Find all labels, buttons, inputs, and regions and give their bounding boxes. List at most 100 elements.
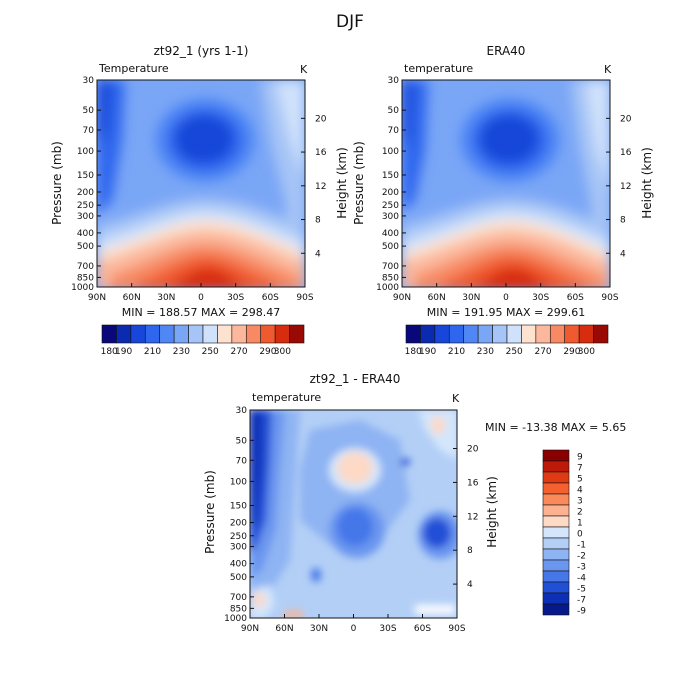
x-tick-label: 90N: [88, 293, 106, 303]
y-tick-label: 850: [230, 604, 247, 614]
y-tick-label: 100: [77, 147, 94, 157]
x-tick-label: 30N: [462, 293, 480, 303]
colorbar-label: 210: [144, 347, 161, 357]
colorbar-swatch: [116, 324, 132, 344]
y-tick-label: 200: [382, 188, 399, 198]
panel-difference-temperature: zt92_1 - ERA40 temperature K: [203, 372, 626, 634]
y-tick-label: 30: [236, 406, 248, 416]
y2-tick-label: 4: [467, 580, 473, 590]
y-tick-label: 100: [230, 477, 247, 487]
y2-tick-label: 12: [315, 182, 326, 192]
colorbar-label: 300: [578, 347, 595, 357]
colorbar-label: 290: [563, 347, 580, 357]
panel-c-field: [250, 410, 457, 618]
y2-tick-label: 20: [467, 445, 479, 455]
x-tick-label: 90S: [448, 624, 465, 634]
x-tick-label: 60N: [428, 293, 446, 303]
colorbar-swatch: [463, 324, 479, 344]
y-tick-label: 200: [77, 188, 94, 198]
colorbar-label: 1: [577, 518, 583, 528]
x-tick-label: 90N: [241, 624, 259, 634]
x-tick-label: 0: [351, 624, 357, 634]
colorbar-swatch: [245, 324, 262, 344]
x-tick-label: 60S: [414, 624, 431, 634]
y2-tick-label: 20: [315, 114, 327, 124]
y2-tick-label: 16: [315, 148, 327, 158]
y-tick-label: 1000: [71, 283, 94, 293]
colorbar-label: -5: [577, 584, 586, 594]
colorbar-swatch: [260, 324, 276, 344]
x-tick-label: 0: [503, 293, 509, 303]
x-tick-label: 60S: [262, 293, 279, 303]
colorbar-swatch: [542, 570, 570, 583]
panel-a-field: [97, 80, 305, 287]
colorbar-swatch: [434, 324, 450, 344]
colorbar-swatch: [542, 515, 570, 528]
colorbar-label: 230: [477, 347, 494, 357]
colorbar-swatch: [542, 504, 570, 517]
colorbar-swatch: [542, 548, 570, 561]
colorbar-label: 250: [202, 347, 219, 357]
y-tick-label: 50: [236, 436, 248, 446]
panel-a-variable-label: Temperature: [98, 62, 169, 75]
colorbar-swatch: [202, 324, 218, 344]
colorbar-label: 300: [274, 347, 291, 357]
colorbar-swatch: [144, 324, 161, 344]
colorbar-swatch: [159, 324, 175, 344]
y-tick-label: 850: [382, 273, 399, 283]
colorbar-label: 7: [577, 463, 583, 473]
colorbar-swatch: [542, 460, 570, 473]
colorbar-swatch: [289, 324, 305, 344]
colorbar-swatch: [448, 324, 465, 344]
colorbar-swatch: [217, 324, 233, 344]
y-tick-label: 1000: [224, 614, 247, 624]
colorbar-swatch: [420, 324, 436, 344]
panel-c-y-label: Pressure (mb): [203, 470, 217, 554]
colorbar-swatch: [477, 324, 493, 344]
colorbar-label: 230: [173, 347, 190, 357]
colorbar-label: -9: [577, 606, 586, 616]
figure-title: DJF: [336, 12, 364, 32]
y2-tick-label: 12: [620, 182, 631, 192]
colorbar-label: 3: [577, 496, 583, 506]
colorbar-swatch: [542, 537, 570, 550]
panel-a-y-label: Pressure (mb): [50, 141, 64, 225]
y2-tick-label: 4: [620, 249, 626, 259]
colorbar-label: 4: [577, 485, 583, 495]
y2-tick-label: 8: [467, 546, 473, 556]
x-tick-label: 60S: [567, 293, 584, 303]
x-tick-label: 90S: [296, 293, 313, 303]
colorbar-label: -2: [577, 551, 586, 561]
colorbar-label: 0: [577, 529, 583, 539]
colorbar-label: 250: [506, 347, 523, 357]
colorbar-swatch: [549, 324, 566, 344]
y-tick-label: 500: [230, 573, 247, 583]
x-tick-label: 30N: [310, 624, 328, 634]
colorbar-label: 190: [115, 347, 132, 357]
y-tick-label: 300: [382, 212, 399, 222]
panel-a-y2-label: Height (km): [335, 147, 349, 218]
x-tick-label: 30N: [157, 293, 175, 303]
colorbar-label: -7: [577, 595, 586, 605]
y-tick-label: 300: [230, 543, 247, 553]
colorbar-label: 5: [577, 474, 583, 484]
y-tick-label: 70: [388, 126, 400, 136]
colorbar-swatch: [542, 449, 570, 462]
y-tick-label: 250: [77, 201, 94, 211]
colorbar-swatch: [542, 559, 570, 572]
colorbar-label: 270: [230, 347, 247, 357]
x-tick-label: 90S: [601, 293, 618, 303]
y-tick-label: 50: [83, 106, 95, 116]
y-tick-label: 400: [77, 229, 94, 239]
y-tick-label: 500: [77, 242, 94, 252]
x-tick-label: 30S: [227, 293, 244, 303]
y-tick-label: 850: [77, 273, 94, 283]
y-tick-label: 400: [230, 560, 247, 570]
y-tick-label: 50: [388, 106, 400, 116]
colorbar-swatch: [564, 324, 580, 344]
y-tick-label: 700: [77, 262, 94, 272]
colorbar-label: -1: [577, 540, 586, 550]
